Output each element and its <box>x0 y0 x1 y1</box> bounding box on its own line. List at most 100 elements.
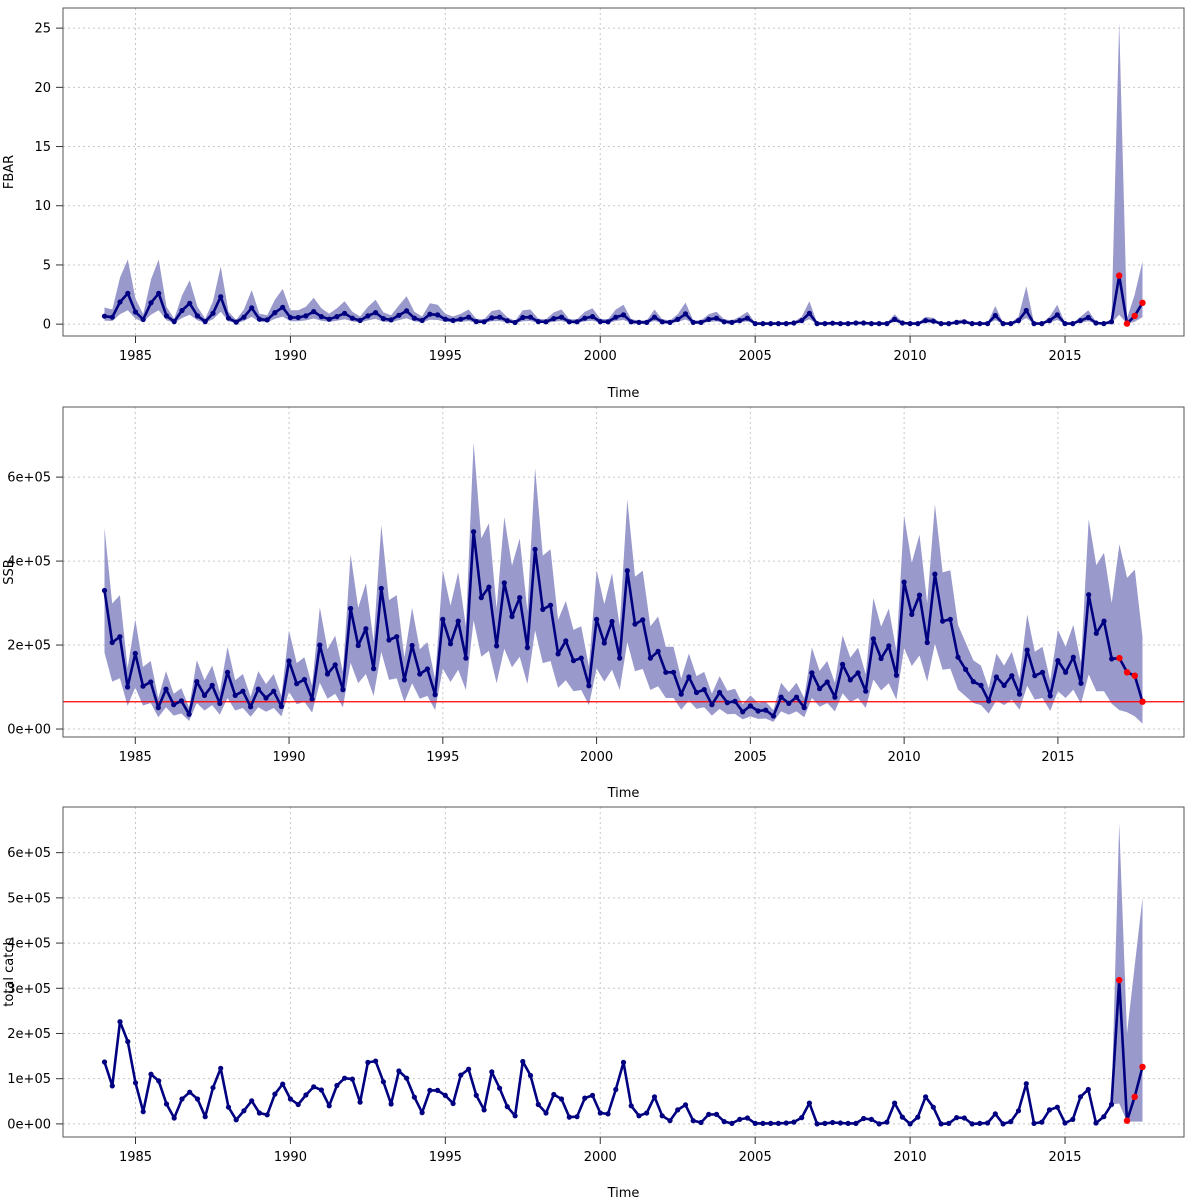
data-point <box>809 670 815 676</box>
data-point <box>868 1116 875 1122</box>
data-point <box>535 1101 541 1108</box>
data-point <box>520 314 526 321</box>
data-point <box>271 688 277 694</box>
data-point <box>286 658 292 664</box>
data-point <box>1109 656 1115 662</box>
data-point <box>117 1019 123 1025</box>
data-point <box>1008 1119 1014 1125</box>
projection-point <box>1139 299 1146 306</box>
data-point <box>396 1068 402 1074</box>
data-point <box>334 314 340 320</box>
x-tick-label: 2005 <box>739 349 772 364</box>
data-point <box>1070 1116 1076 1122</box>
data-point <box>830 320 836 326</box>
data-point <box>969 1121 975 1127</box>
data-point <box>401 677 407 683</box>
data-point <box>125 1039 131 1045</box>
data-point <box>481 319 487 325</box>
data-point <box>394 634 400 640</box>
data-point <box>450 317 456 324</box>
projection-point <box>1131 672 1139 679</box>
data-point <box>540 606 546 613</box>
data-point <box>923 318 929 324</box>
data-point <box>701 687 707 693</box>
data-point <box>582 1095 588 1101</box>
data-point <box>301 676 307 683</box>
data-point <box>601 640 607 646</box>
data-point <box>263 695 269 701</box>
data-point <box>1093 320 1099 326</box>
x-axis-title: Time <box>607 1186 640 1200</box>
data-point <box>915 321 921 327</box>
projection-point <box>1116 272 1123 279</box>
data-point <box>1039 1119 1045 1125</box>
data-point <box>909 611 915 618</box>
data-point <box>210 310 216 316</box>
data-point <box>1077 318 1084 324</box>
data-point <box>855 670 861 676</box>
data-point <box>419 317 425 324</box>
data-point <box>201 692 208 699</box>
y-tick-label: 25 <box>34 22 51 37</box>
data-point <box>217 700 223 707</box>
data-point <box>202 319 208 325</box>
data-point <box>424 666 430 672</box>
data-point <box>582 315 588 321</box>
y-tick-label: 0e+00 <box>7 723 51 738</box>
data-point <box>132 1080 139 1086</box>
data-point <box>202 1114 208 1120</box>
panel-fbar: 1985 1990 1995 2000 2005 2010 2015 0 5 10 15 20 25 Ti… <box>2 7 1185 401</box>
data-point <box>186 711 192 717</box>
data-point <box>132 309 139 315</box>
data-point <box>670 669 677 675</box>
projection-point <box>1123 320 1131 327</box>
data-point <box>706 316 712 322</box>
data-point <box>342 1075 348 1081</box>
y-tick-label: 4e+05 <box>7 937 51 952</box>
y-axis-title: SSB <box>2 559 17 584</box>
data-point <box>373 310 379 316</box>
data-point <box>663 669 669 675</box>
data-point <box>101 587 108 594</box>
data-point <box>163 686 169 692</box>
data-point <box>992 1111 998 1117</box>
y-tick-label: 5e+05 <box>7 891 51 906</box>
data-point <box>527 1072 534 1079</box>
data-point <box>822 321 828 327</box>
data-point <box>380 1079 386 1085</box>
data-point <box>558 1096 565 1102</box>
data-point <box>840 661 846 668</box>
confidence-band <box>1111 823 1143 1122</box>
y-tick-label: 1e+05 <box>7 1072 51 1087</box>
data-point <box>775 321 782 327</box>
data-point <box>494 643 500 649</box>
data-point <box>737 318 743 324</box>
data-point <box>1055 658 1061 664</box>
data-point <box>659 319 665 325</box>
data-point <box>287 314 293 321</box>
data-point <box>280 304 286 310</box>
data-point <box>786 700 792 707</box>
data-point <box>977 321 983 327</box>
data-point <box>326 1103 332 1109</box>
data-point <box>209 682 215 689</box>
x-tick-label: 1990 <box>274 1150 307 1165</box>
data-point <box>682 311 689 317</box>
data-point <box>349 1076 355 1082</box>
data-point <box>311 309 317 315</box>
y-tick-label: 6e+05 <box>7 846 51 861</box>
data-point <box>404 1075 410 1081</box>
data-point <box>194 313 201 319</box>
data-point <box>901 579 907 585</box>
data-point <box>555 651 561 657</box>
data-point <box>938 321 944 327</box>
data-point <box>442 316 448 322</box>
data-point <box>427 311 433 317</box>
data-point <box>543 319 549 325</box>
x-tick-label: 1985 <box>119 349 152 364</box>
data-point <box>755 708 761 714</box>
data-point <box>970 679 976 685</box>
data-point <box>303 313 309 319</box>
data-point <box>187 300 193 306</box>
data-point <box>132 650 138 657</box>
